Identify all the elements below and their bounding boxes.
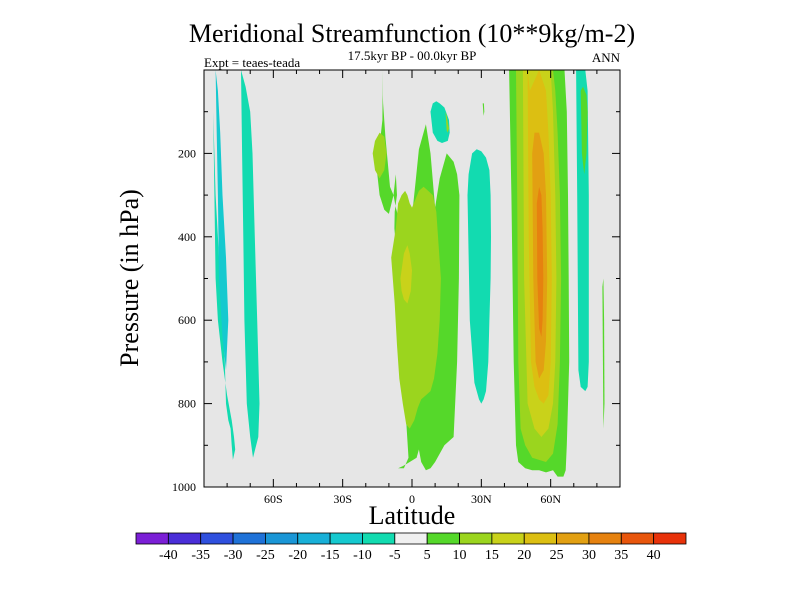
plot-area: 60S 30S 0 30N 60N 200 400 600 800 1000: [172, 69, 621, 506]
colorbar-swatch: [588, 532, 622, 545]
colorbar-swatch: [135, 532, 169, 545]
contour-region-2: [215, 70, 229, 371]
contour-region-15: [482, 103, 485, 116]
y-axis-label: Pressure (in hPa): [115, 189, 144, 367]
y-tick-label: 800: [178, 397, 196, 411]
colorbar-label: -5: [389, 548, 401, 563]
colorbar-swatch: [459, 532, 493, 545]
contour-region-7: [467, 149, 491, 404]
contour-region-18: [580, 86, 588, 175]
colorbar-swatch: [232, 532, 266, 545]
colorbar-swatch: [200, 532, 234, 545]
y-tick-label: 400: [178, 230, 196, 244]
colorbar-swatch: [523, 532, 557, 545]
y-tick-label: 200: [178, 146, 196, 160]
colorbar-label: -10: [353, 548, 372, 563]
colorbar-swatch: [556, 532, 590, 545]
colorbar-label: -30: [224, 548, 243, 563]
contour-region-8: [430, 101, 450, 143]
season-annotation: ANN: [592, 50, 621, 65]
contour-fills: [210, 70, 605, 477]
colorbar-swatch: [620, 532, 655, 545]
colorbar-label: 25: [550, 548, 564, 563]
colorbar-label: -35: [191, 548, 210, 563]
contour-region-0: [210, 70, 236, 460]
colorbar-swatch: [653, 532, 687, 545]
x-tick-label: 60N: [540, 492, 561, 506]
colorbar-label: 15: [485, 548, 499, 563]
colorbar-label: -20: [288, 548, 307, 563]
colorbar-label: 30: [582, 548, 596, 563]
colorbar-swatch: [394, 532, 428, 545]
contour-region-14: [536, 186, 544, 337]
colorbar: -40 -35 -30 -25 -20 -15 -10 -5 5 10 15 20 25 30 35 40: [135, 532, 687, 563]
experiment-annotation: Expt = teaes-teada: [204, 55, 300, 70]
x-tick-label: 30S: [333, 492, 352, 506]
x-axis-label: Latitude: [369, 501, 456, 530]
y-tick-label: 1000: [172, 480, 196, 494]
chart-subtitle: 17.5kyr BP - 00.0kyr BP: [348, 48, 477, 63]
colorbar-swatch: [167, 532, 202, 545]
colorbar-label: 40: [647, 548, 661, 563]
colorbar-label: 10: [453, 548, 467, 563]
contour-region-5: [372, 132, 387, 179]
x-tick-label: 60S: [264, 492, 283, 506]
colorbar-swatch: [329, 532, 363, 545]
colorbar-label: 35: [614, 548, 628, 563]
contour-region-6: [400, 245, 412, 304]
contour-region-19: [602, 278, 605, 429]
colorbar-swatch: [297, 532, 331, 545]
colorbar-label: -40: [159, 548, 178, 563]
contour-region-1: [241, 70, 260, 469]
y-tick-label: 600: [178, 313, 196, 327]
axis-ticks: 60S 30S 0 30N 60N 200 400 600 800 1000: [172, 70, 620, 506]
colorbar-swatch: [362, 532, 396, 545]
colorbar-label: 20: [517, 548, 531, 563]
colorbar-label: -25: [256, 548, 275, 563]
chart-title: Meridional Streamfunction (10**9kg/m-2): [189, 19, 635, 48]
x-tick-label: 30N: [471, 492, 492, 506]
x-tick-label: 0: [409, 492, 415, 506]
colorbar-swatch: [426, 532, 460, 545]
colorbar-swatch: [265, 532, 299, 545]
contour-region-16: [445, 111, 449, 133]
colorbar-label: -15: [321, 548, 340, 563]
colorbar-swatch: [491, 532, 525, 545]
colorbar-label: 5: [424, 548, 431, 563]
contour-region-4: [391, 186, 441, 429]
